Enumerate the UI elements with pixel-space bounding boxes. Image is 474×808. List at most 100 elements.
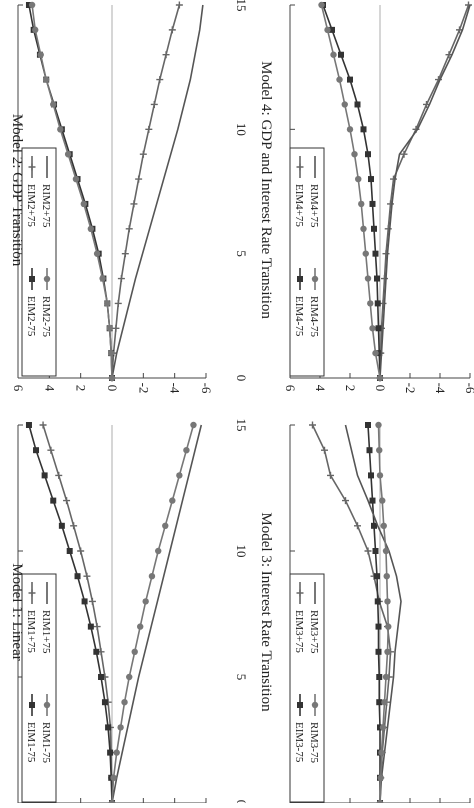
series-marker-EIM3-75 bbox=[372, 548, 379, 554]
legend-box bbox=[289, 147, 325, 377]
legend-label: RIM2+75 bbox=[40, 184, 52, 228]
x-tick-label: 10 bbox=[234, 545, 249, 558]
series-marker-EIM3-75 bbox=[376, 674, 383, 680]
series-marker-EIM4-75 bbox=[354, 101, 361, 108]
panel-title: Model 4: GDP and Interest Rate Transitio… bbox=[258, 61, 274, 319]
series-marker-RIM3-75 bbox=[375, 421, 382, 429]
y-tick-label: -4 bbox=[433, 383, 448, 394]
series-marker-RIM3-75 bbox=[378, 749, 385, 756]
series-marker-RIM2-75 bbox=[80, 200, 88, 208]
series-marker-RIM3-75 bbox=[379, 724, 387, 731]
series-marker-EIM4-75 bbox=[371, 225, 377, 232]
series-marker-RIM3-75 bbox=[382, 673, 390, 681]
legend-swatch-marker bbox=[296, 163, 304, 171]
y-tick-label: 4 bbox=[313, 385, 328, 392]
legend-swatch-marker bbox=[297, 276, 303, 282]
series-marker-EIM4+75 bbox=[384, 225, 392, 233]
series-marker-EIM1-75 bbox=[33, 447, 40, 454]
series-marker-RIM1-75 bbox=[131, 648, 138, 655]
series-marker-EIM1-75 bbox=[93, 648, 100, 655]
x-tick-label: 15 bbox=[234, 419, 249, 432]
series-marker-EIM2+75 bbox=[168, 26, 176, 34]
series-marker-EIM4-75 bbox=[369, 200, 376, 207]
y-tick-label: -6 bbox=[463, 383, 474, 394]
series-marker-RIM4-75 bbox=[355, 175, 362, 183]
series-marker-RIM4-75 bbox=[336, 76, 343, 83]
legend-label: EIM3+75 bbox=[293, 610, 305, 653]
series-marker-RIM1-75 bbox=[142, 598, 149, 605]
legend-label: EIM4-75 bbox=[293, 296, 305, 337]
series-marker-RIM3-75 bbox=[384, 648, 391, 655]
series-marker-RIM2-75 bbox=[37, 51, 44, 58]
series-marker-EIM4-75 bbox=[372, 250, 379, 257]
series-line-EIM3-75 bbox=[367, 424, 381, 803]
series-marker-RIM4-75 bbox=[372, 349, 379, 357]
series-line-EIM4+75 bbox=[379, 4, 470, 379]
series-marker-RIM2-75 bbox=[72, 175, 80, 183]
series-marker-EIM1+75 bbox=[47, 446, 55, 454]
series-marker-EIM1-75 bbox=[81, 598, 88, 605]
series-marker-EIM3-75 bbox=[375, 623, 382, 630]
series-marker-RIM2-75 bbox=[106, 325, 113, 332]
series-marker-EIM1-75 bbox=[107, 749, 114, 756]
series-marker-EIM3+75 bbox=[327, 471, 334, 479]
panel-title: Model 3: Interest Rate Transition bbox=[258, 512, 274, 712]
x-tick-label: 5 bbox=[234, 674, 249, 681]
series-marker-EIM1+75 bbox=[93, 623, 101, 631]
series-marker-EIM4-75 bbox=[376, 350, 383, 357]
series-marker-RIM3-75 bbox=[379, 497, 386, 504]
series-marker-EIM1-75 bbox=[87, 623, 94, 630]
series-marker-RIM3-75 bbox=[382, 547, 390, 555]
legend-swatch-marker bbox=[296, 589, 304, 597]
series-marker-RIM1-75 bbox=[148, 573, 156, 580]
series-marker-EIM3-75 bbox=[375, 648, 382, 655]
series-marker-RIM1-75 bbox=[190, 421, 197, 429]
series-marker-EIM3+75 bbox=[354, 522, 361, 530]
legend-swatch-marker bbox=[311, 701, 319, 709]
series-marker-EIM4-75 bbox=[329, 26, 335, 33]
series-marker-RIM3-75 bbox=[377, 774, 384, 781]
y-tick-label: 0 bbox=[105, 385, 120, 392]
series-marker-EIM2+75 bbox=[130, 200, 138, 208]
series-line-RIM4-75 bbox=[320, 4, 381, 379]
series-marker-RIM4-75 bbox=[341, 101, 348, 108]
legend-label: EIM4+75 bbox=[293, 184, 305, 227]
series-line-EIM3+75 bbox=[311, 424, 392, 804]
legend-swatch-marker bbox=[28, 589, 36, 597]
y-tick-label: -2 bbox=[403, 383, 418, 394]
legend-label: RIM3+75 bbox=[308, 610, 320, 654]
series-marker-RIM4-75 bbox=[360, 225, 367, 232]
series-marker-EIM3-75 bbox=[374, 573, 380, 580]
series-marker-EIM3-75 bbox=[371, 522, 377, 529]
y-tick-label: 0 bbox=[373, 385, 388, 392]
x-tick-label: 5 bbox=[234, 250, 249, 257]
series-marker-RIM1-75 bbox=[126, 673, 133, 681]
series-marker-EIM1-75 bbox=[50, 497, 57, 504]
series-marker-EIM3+75 bbox=[309, 421, 316, 429]
series-marker-EIM1-75 bbox=[58, 522, 65, 529]
series-marker-EIM2+75 bbox=[135, 175, 143, 183]
y-tick-label: 4 bbox=[42, 385, 57, 392]
y-tick-label: 6 bbox=[283, 385, 298, 392]
legend-swatch-marker bbox=[297, 702, 303, 708]
series-marker-RIM1-75 bbox=[110, 774, 117, 781]
series-marker-RIM2-75 bbox=[50, 101, 57, 108]
series-marker-RIM2-75 bbox=[104, 300, 111, 307]
series-marker-EIM2+75 bbox=[125, 225, 133, 233]
series-marker-EIM2+75 bbox=[156, 76, 164, 84]
legend-label: RIM1+75 bbox=[40, 610, 52, 654]
series-marker-EIM3-75 bbox=[374, 598, 381, 605]
legend-label: RIM2-75 bbox=[40, 296, 52, 337]
x-tick-label: 10 bbox=[234, 123, 249, 136]
x-tick-label: 0 bbox=[234, 375, 249, 382]
series-marker-RIM4-75 bbox=[362, 250, 369, 257]
series-marker-EIM4+75 bbox=[400, 150, 408, 158]
series-marker-RIM2-75 bbox=[57, 126, 64, 133]
legend-box bbox=[21, 573, 57, 803]
series-marker-EIM1-75 bbox=[101, 699, 108, 706]
series-marker-EIM2+75 bbox=[114, 299, 122, 307]
series-marker-EIM4-75 bbox=[360, 126, 367, 133]
